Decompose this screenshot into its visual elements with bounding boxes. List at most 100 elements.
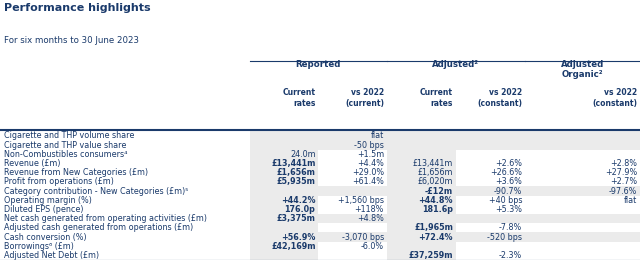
Bar — [456, 140, 525, 150]
Bar — [456, 223, 525, 232]
Bar — [318, 150, 387, 159]
Bar — [456, 159, 525, 168]
Bar — [525, 150, 640, 159]
Text: -7.8%: -7.8% — [499, 223, 522, 232]
Bar — [387, 168, 456, 177]
Bar — [0, 214, 250, 223]
Text: Current
rates: Current rates — [420, 88, 453, 108]
Text: flat: flat — [624, 196, 637, 205]
Text: 24.0m: 24.0m — [290, 150, 316, 159]
Text: 181.6p: 181.6p — [422, 205, 453, 214]
Text: flat: flat — [371, 131, 384, 140]
Bar — [250, 223, 318, 232]
Text: £1,656m: £1,656m — [276, 168, 316, 177]
Bar — [250, 150, 318, 159]
Text: -2.3%: -2.3% — [499, 251, 522, 260]
Text: Adjusted
Organic²: Adjusted Organic² — [561, 60, 604, 79]
Bar — [387, 186, 456, 196]
Text: +2.7%: +2.7% — [611, 177, 637, 186]
Text: Cash conversion (%): Cash conversion (%) — [4, 232, 86, 242]
Text: +40 bps: +40 bps — [489, 196, 522, 205]
Bar — [318, 223, 387, 232]
Text: £6,020m: £6,020m — [418, 177, 453, 186]
Bar — [318, 205, 387, 214]
Text: +118%: +118% — [355, 205, 384, 214]
Text: Revenue (£m): Revenue (£m) — [4, 159, 60, 168]
Bar — [318, 140, 387, 150]
Text: Cigarette and THP volume share: Cigarette and THP volume share — [4, 131, 134, 140]
Bar — [0, 150, 250, 159]
Bar — [525, 140, 640, 150]
Bar — [250, 214, 318, 223]
Bar — [525, 242, 640, 251]
Bar — [525, 223, 640, 232]
Bar — [525, 196, 640, 205]
Text: +26.6%: +26.6% — [490, 168, 522, 177]
Bar — [0, 159, 250, 168]
Text: +44.2%: +44.2% — [281, 196, 316, 205]
Bar — [525, 232, 640, 242]
Bar — [250, 177, 318, 186]
Text: Cigarette and THP value share: Cigarette and THP value share — [4, 141, 126, 149]
Text: vs 2022
(constant): vs 2022 (constant) — [593, 88, 637, 108]
Bar — [318, 242, 387, 251]
Bar — [387, 232, 456, 242]
Text: £1,656m: £1,656m — [418, 168, 453, 177]
Bar — [250, 251, 318, 260]
Bar — [387, 214, 456, 223]
Bar — [318, 214, 387, 223]
Bar — [250, 205, 318, 214]
Text: +2.6%: +2.6% — [495, 159, 522, 168]
Text: +27.9%: +27.9% — [605, 168, 637, 177]
Bar — [525, 159, 640, 168]
Bar — [387, 205, 456, 214]
Bar — [525, 205, 640, 214]
Bar — [0, 140, 250, 150]
Text: £37,259m: £37,259m — [408, 251, 453, 260]
Text: £1,965m: £1,965m — [414, 223, 453, 232]
Bar — [250, 140, 318, 150]
Bar — [456, 168, 525, 177]
Text: Revenue from New Categories (£m): Revenue from New Categories (£m) — [4, 168, 148, 177]
Text: +29.0%: +29.0% — [352, 168, 384, 177]
Bar — [525, 131, 640, 140]
Text: -97.6%: -97.6% — [609, 187, 637, 196]
Text: vs 2022
(constant): vs 2022 (constant) — [477, 88, 522, 108]
Bar — [387, 131, 456, 140]
Text: £5,935m: £5,935m — [276, 177, 316, 186]
Bar — [525, 251, 640, 260]
Text: +3.6%: +3.6% — [495, 177, 522, 186]
Text: +61.4%: +61.4% — [352, 177, 384, 186]
Bar — [250, 242, 318, 251]
Bar — [387, 251, 456, 260]
Bar — [456, 205, 525, 214]
Text: -90.7%: -90.7% — [494, 187, 522, 196]
Text: Net cash generated from operating activities (£m): Net cash generated from operating activi… — [4, 214, 207, 223]
Bar — [525, 177, 640, 186]
Bar — [456, 186, 525, 196]
Bar — [456, 242, 525, 251]
Bar — [0, 177, 250, 186]
Text: Non-Combustibles consumers⁴: Non-Combustibles consumers⁴ — [4, 150, 127, 159]
Bar — [456, 177, 525, 186]
Text: vs 2022
(current): vs 2022 (current) — [345, 88, 384, 108]
Bar — [0, 186, 250, 196]
Text: -6.0%: -6.0% — [361, 242, 384, 251]
Text: Category contribution - New Categories (£m)⁵: Category contribution - New Categories (… — [4, 187, 188, 196]
Text: Reported: Reported — [296, 60, 340, 69]
Text: +72.4%: +72.4% — [419, 232, 453, 242]
Bar — [318, 131, 387, 140]
Text: +44.8%: +44.8% — [419, 196, 453, 205]
Bar — [525, 214, 640, 223]
Bar — [456, 196, 525, 205]
Text: Adjusted cash generated from operations (£m): Adjusted cash generated from operations … — [4, 223, 193, 232]
Text: Diluted EPS (pence): Diluted EPS (pence) — [4, 205, 83, 214]
Bar — [387, 140, 456, 150]
Bar — [387, 223, 456, 232]
Bar — [0, 223, 250, 232]
Bar — [0, 168, 250, 177]
Text: +4.8%: +4.8% — [357, 214, 384, 223]
Text: 176.0p: 176.0p — [285, 205, 316, 214]
Text: Operating margin (%): Operating margin (%) — [4, 196, 92, 205]
Bar — [250, 196, 318, 205]
